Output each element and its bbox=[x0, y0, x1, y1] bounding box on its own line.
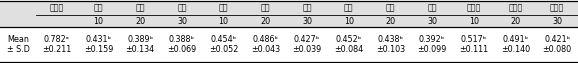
Text: 0.454ᵇ: 0.454ᵇ bbox=[210, 35, 236, 44]
Text: 천궁: 천궁 bbox=[386, 3, 395, 12]
Text: 10: 10 bbox=[469, 17, 479, 26]
Text: 호장근: 호장근 bbox=[466, 3, 481, 12]
Text: 호장근: 호장근 bbox=[550, 3, 564, 12]
Text: 천궁: 천궁 bbox=[344, 3, 353, 12]
Text: ±0.111: ±0.111 bbox=[459, 44, 488, 53]
Text: ± S.D: ± S.D bbox=[6, 44, 29, 53]
Text: 0.438ᵇ: 0.438ᵇ bbox=[377, 35, 403, 44]
Text: 0.782ᵃ: 0.782ᵃ bbox=[44, 35, 70, 44]
Text: 대조군: 대조군 bbox=[50, 3, 64, 12]
Text: 10: 10 bbox=[218, 17, 229, 26]
Text: 감초: 감초 bbox=[135, 3, 145, 12]
Text: ±0.043: ±0.043 bbox=[251, 44, 280, 53]
Text: ±0.039: ±0.039 bbox=[292, 44, 321, 53]
Text: 0.388ᵇ: 0.388ᵇ bbox=[169, 35, 195, 44]
Text: 작약: 작약 bbox=[219, 3, 228, 12]
Text: 작약: 작약 bbox=[261, 3, 270, 12]
Text: 0.421ᵇ: 0.421ᵇ bbox=[544, 35, 570, 44]
Text: 감초: 감초 bbox=[94, 3, 103, 12]
Text: ±0.211: ±0.211 bbox=[42, 44, 72, 53]
Text: 30: 30 bbox=[427, 17, 437, 26]
Text: ±0.140: ±0.140 bbox=[501, 44, 530, 53]
Text: ±0.080: ±0.080 bbox=[543, 44, 572, 53]
Text: ±0.084: ±0.084 bbox=[334, 44, 363, 53]
Text: ±0.052: ±0.052 bbox=[209, 44, 238, 53]
Text: 0.491ᵇ: 0.491ᵇ bbox=[502, 35, 528, 44]
Text: 20: 20 bbox=[386, 17, 395, 26]
Text: 0.389ᵇ: 0.389ᵇ bbox=[127, 35, 153, 44]
Text: 작약: 작약 bbox=[302, 3, 312, 12]
Text: Mean: Mean bbox=[7, 35, 29, 44]
Text: ±0.103: ±0.103 bbox=[376, 44, 405, 53]
Text: 20: 20 bbox=[260, 17, 271, 26]
Text: ±0.069: ±0.069 bbox=[167, 44, 197, 53]
Text: ±0.099: ±0.099 bbox=[417, 44, 447, 53]
Text: 0.517ᵇ: 0.517ᵇ bbox=[461, 35, 487, 44]
Text: 10: 10 bbox=[344, 17, 354, 26]
Text: 0.431ᵇ: 0.431ᵇ bbox=[86, 35, 112, 44]
Text: 30: 30 bbox=[302, 17, 312, 26]
Text: 0.392ᵇ: 0.392ᵇ bbox=[419, 35, 445, 44]
Text: ±0.134: ±0.134 bbox=[125, 44, 155, 53]
Text: 0.452ᵇ: 0.452ᵇ bbox=[336, 35, 362, 44]
Text: 20: 20 bbox=[510, 17, 521, 26]
Text: ±0.159: ±0.159 bbox=[84, 44, 113, 53]
Bar bbox=[0, 1, 578, 27]
Text: 천궁: 천궁 bbox=[427, 3, 437, 12]
Text: 30: 30 bbox=[177, 17, 187, 26]
Text: 30: 30 bbox=[552, 17, 562, 26]
Text: 호장근: 호장근 bbox=[508, 3, 523, 12]
Text: 20: 20 bbox=[135, 17, 145, 26]
Text: 10: 10 bbox=[94, 17, 103, 26]
Text: 0.427ᵇ: 0.427ᵇ bbox=[294, 35, 320, 44]
Text: 감초: 감초 bbox=[177, 3, 187, 12]
Bar bbox=[0, 27, 578, 62]
Text: 0.486ᵇ: 0.486ᵇ bbox=[253, 35, 279, 44]
